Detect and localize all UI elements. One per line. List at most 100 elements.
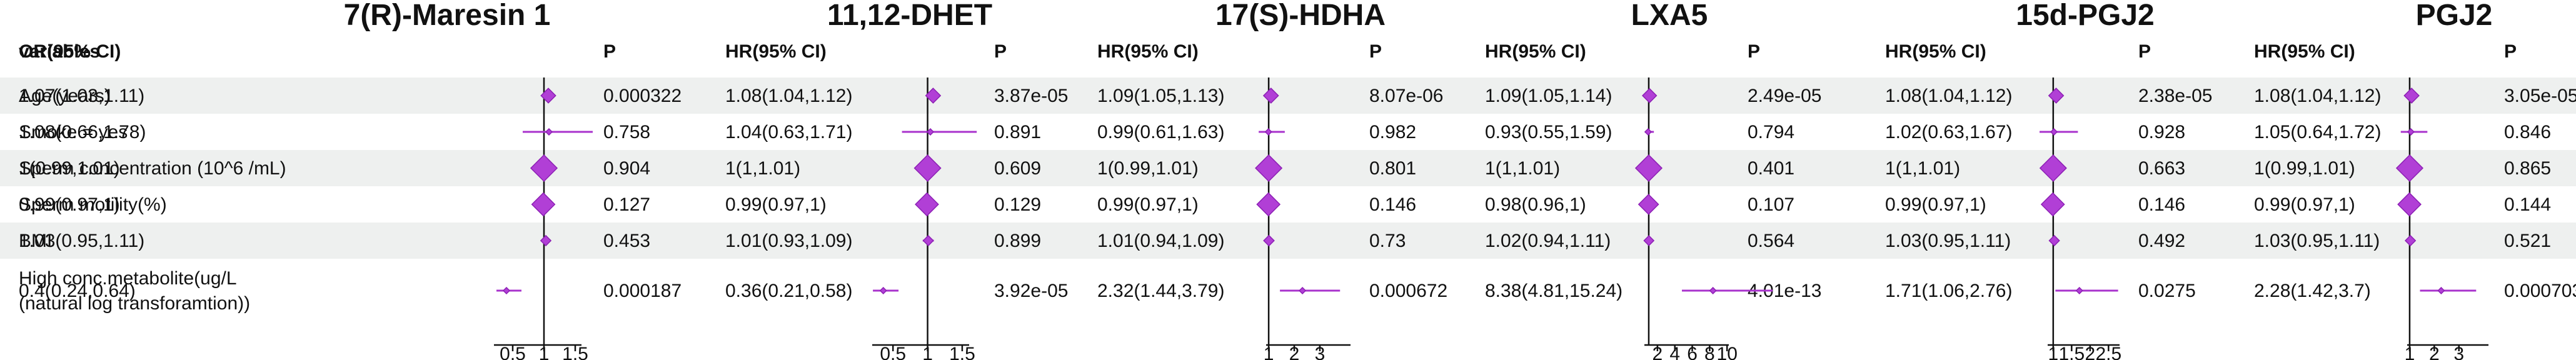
estimate-ci-label: 1(0.99,1.01) <box>19 158 120 179</box>
variable-label: (natural log transforamtion)) <box>19 293 250 314</box>
estimate-ci-label: 1.08(1.04,1.12) <box>2254 86 2381 106</box>
p-value: 0.144 <box>2504 194 2551 215</box>
estimate-point <box>1644 128 1653 136</box>
p-value: 0.846 <box>2504 122 2551 142</box>
estimate-point <box>1638 194 1659 215</box>
p-value: 0.107 <box>1748 194 1794 215</box>
row-band <box>0 78 2576 114</box>
estimate-point <box>1264 128 1272 136</box>
estimate-ci-label: 1(1,1.01) <box>725 158 800 179</box>
p-value: 0.928 <box>2138 122 2185 142</box>
estimate-ci-label: 2.32(1.44,3.79) <box>1097 281 1224 301</box>
variable-label: Smoke = yes <box>19 122 128 142</box>
estimate-point <box>2437 286 2445 295</box>
p-value: 0.129 <box>994 194 1041 215</box>
estimate-ci-label: 1.04(0.63,1.71) <box>725 122 852 142</box>
estimate-point <box>925 88 942 104</box>
estimate-point <box>1641 88 1658 104</box>
p-header: P <box>2138 41 2151 62</box>
estimate-ci-label: 0.99(0.97,1) <box>1885 194 1986 215</box>
p-value: 8.07e-06 <box>1369 86 1443 106</box>
estimate-ci-label: 8.38(4.81,15.24) <box>1485 281 1623 301</box>
estimate-point <box>913 154 942 182</box>
estimate-point <box>926 128 935 136</box>
estimate-point <box>2395 154 2424 182</box>
estimate-point <box>1643 235 1655 246</box>
x-tick-label: 1 <box>2048 344 2059 360</box>
p-value: 0.891 <box>994 122 1041 142</box>
estimate-ci-label: 1.02(0.63,1.67) <box>1885 122 2012 142</box>
estimate-ci-label: 1(1,1.01) <box>1485 158 1560 179</box>
estimate-ci-label: 1.08(1.04,1.12) <box>725 86 852 106</box>
estimate-point <box>545 128 553 136</box>
variable-label: Sperm concentration (10^6 /mL) <box>19 158 286 179</box>
p-value: 0.000703 <box>2504 281 2576 301</box>
estimate-header: HR(95% CI) <box>1885 41 1986 62</box>
estimate-ci-label: 1(1,1.01) <box>1885 158 1960 179</box>
p-value: 0.801 <box>1369 158 1416 179</box>
panel-title: LXA5 <box>1631 0 1708 32</box>
p-value: 0.000322 <box>603 86 682 106</box>
p-value: 2.38e-05 <box>2138 86 2212 106</box>
x-tick-label: 3 <box>1315 344 1326 360</box>
x-tick-label: 0.5 <box>880 344 906 360</box>
x-tick-label: 1.5 <box>562 344 588 360</box>
estimate-point <box>915 192 939 217</box>
p-value: 0.609 <box>994 158 1041 179</box>
estimate-point <box>2404 234 2417 247</box>
estimate-point <box>502 286 511 295</box>
estimate-point <box>1634 154 1663 182</box>
x-tick-label: 1 <box>1264 344 1274 360</box>
p-value: 0.564 <box>1748 231 1794 251</box>
p-value: 0.146 <box>2138 194 2185 215</box>
p-value: 0.663 <box>2138 158 2185 179</box>
estimate-point <box>2075 286 2083 295</box>
p-value: 0.758 <box>603 122 650 142</box>
estimate-ci-label: 0.99(0.97,1) <box>725 194 827 215</box>
estimate-ci-label: 1.71(1.06,2.76) <box>1885 281 2012 301</box>
estimate-ci-label: 0.4(0.24,0.64) <box>19 281 136 301</box>
estimate-ci-label: 0.36(0.21,0.58) <box>725 281 852 301</box>
p-value: 0.865 <box>2504 158 2551 179</box>
p-value: 0.982 <box>1369 122 1416 142</box>
x-tick-label: 1 <box>539 344 550 360</box>
estimate-ci-label: 0.99(0.97,1) <box>1097 194 1199 215</box>
estimate-header: HR(95% CI) <box>2254 41 2355 62</box>
estimate-point <box>2050 128 2058 136</box>
x-tick-label: 2 <box>2429 344 2440 360</box>
p-value: 3.87e-05 <box>994 86 1068 106</box>
p-value: 0.899 <box>994 231 1041 251</box>
estimate-point <box>1255 154 1283 182</box>
estimate-point <box>2407 128 2415 136</box>
estimate-ci-label: 1.01(0.94,1.09) <box>1097 231 1224 251</box>
estimate-point <box>2403 88 2420 104</box>
p-value: 0.73 <box>1369 231 1406 251</box>
p-value: 0.127 <box>603 194 650 215</box>
estimate-ci-label: 1.03(0.95,1.11) <box>1885 231 2011 251</box>
p-value: 0.0275 <box>2138 281 2196 301</box>
estimate-ci-label: 1.02(0.94,1.11) <box>1485 231 1611 251</box>
p-value: 0.146 <box>1369 194 1416 215</box>
estimate-ci-label: 1.03(0.95,1.11) <box>2254 231 2380 251</box>
p-value: 0.000187 <box>603 281 682 301</box>
estimate-point <box>922 234 934 247</box>
estimate-point <box>540 234 552 247</box>
estimate-ci-label: 0.93(0.55,1.59) <box>1485 122 1612 142</box>
estimate-point <box>1256 192 1281 217</box>
estimate-point <box>540 88 556 104</box>
estimate-point <box>2039 154 2067 182</box>
estimate-header: HR(95% CI) <box>725 41 827 62</box>
row-bands <box>0 78 2576 259</box>
x-tick-label: 8 <box>1704 344 1715 360</box>
x-tick-label: 2.5 <box>2095 344 2121 360</box>
panel-title: 17(S)-HDHA <box>1215 0 1386 32</box>
estimate-ci-label: 2.28(1.42,3.7) <box>2254 281 2371 301</box>
variable-label: BMI <box>19 231 52 251</box>
estimate-point <box>879 286 887 295</box>
variable-label: Age(years) <box>19 86 111 106</box>
estimate-ci-label: 1.03(0.95,1.11) <box>19 231 144 251</box>
x-tick-label: 3 <box>2453 344 2464 360</box>
estimate-point <box>1709 286 1717 295</box>
plot-marks: 0.5 1 1.5 0.5 1 1.5 1 2 3 2 4 6 8 10 1 1.5 2 2.5 1 2 3 <box>494 78 2488 360</box>
